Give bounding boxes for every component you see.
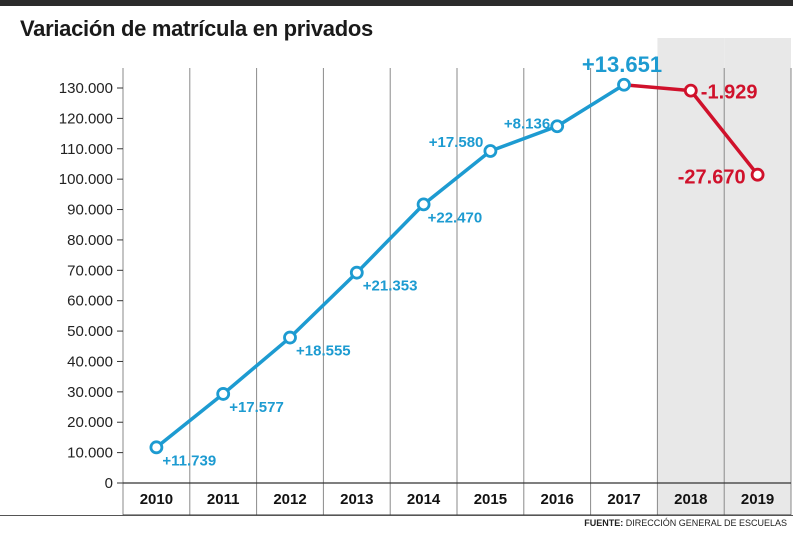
data-label: +13.651 [582,52,662,77]
series-line-segment [622,83,693,93]
y-tick-label: 60.000 [67,293,113,310]
series-line-segment [421,149,493,207]
data-label: -1.929 [701,82,758,104]
y-tick-label: 40.000 [67,353,113,370]
data-point [149,440,164,455]
y-tick-label: 70.000 [67,262,113,279]
x-tick-label: 2019 [741,491,774,508]
x-tick-label: 2014 [407,491,441,508]
data-label: -27.670 [678,167,746,189]
bottom-rule [0,515,793,516]
y-tick-label: 20.000 [67,414,113,431]
x-tick-label: 2013 [340,491,373,508]
x-tick-label: 2017 [607,491,640,508]
data-point [550,119,565,134]
series-line-segment [221,335,292,396]
chart-title: Variación de matrícula en privados [20,16,373,41]
y-tick-label: 30.000 [67,384,113,401]
data-label: +18.555 [296,343,351,360]
x-tick-label: 2011 [207,491,240,508]
data-label: +11.739 [162,452,216,469]
data-label: +22.470 [428,209,483,226]
data-label: +21.353 [363,278,418,295]
y-tick-label: 10.000 [67,445,113,462]
x-tick-label: 2016 [541,491,574,508]
y-tick-label: 90.000 [67,202,113,219]
x-tick-label: 2012 [273,491,306,508]
source-text: DIRECCIÓN GENERAL DE ESCUELAS [623,518,787,528]
y-tick-label: 50.000 [67,323,113,340]
data-point [283,330,297,345]
series-line-segment [689,88,760,177]
data-point [683,83,698,98]
data-point [750,167,765,182]
source-prefix: FUENTE: [584,518,624,528]
x-tick-label: 2018 [674,491,707,508]
shaded-column-2019 [724,38,791,515]
data-label: +17.577 [229,399,284,416]
shaded-column-2018 [657,38,725,515]
data-label: +8.136 [504,115,550,132]
source-note: FUENTE: DIRECCIÓN GENERAL DE ESCUELAS [584,518,787,528]
y-tick-label: 110.000 [60,141,113,158]
data-point [349,265,364,280]
data-point [216,387,231,401]
data-point [483,144,498,158]
series-line-segment [355,202,426,275]
series-line-segment [154,392,225,450]
data-point [617,77,631,92]
y-tick-label: 100.000 [59,171,113,188]
y-tick-label: 130.000 [59,80,113,97]
x-tick-label: 2010 [140,491,173,508]
y-tick-label: 80.000 [67,232,113,249]
series-line-segment [555,83,626,129]
data-point [416,197,431,212]
data-label: +17.580 [429,134,484,151]
series-line-segment [288,270,359,340]
series-line-segment [488,124,559,153]
y-tick-label: 120.000 [59,110,113,127]
top-rule [0,0,793,6]
x-tick-label: 2015 [474,491,507,508]
y-tick-label: 0 [105,475,113,492]
